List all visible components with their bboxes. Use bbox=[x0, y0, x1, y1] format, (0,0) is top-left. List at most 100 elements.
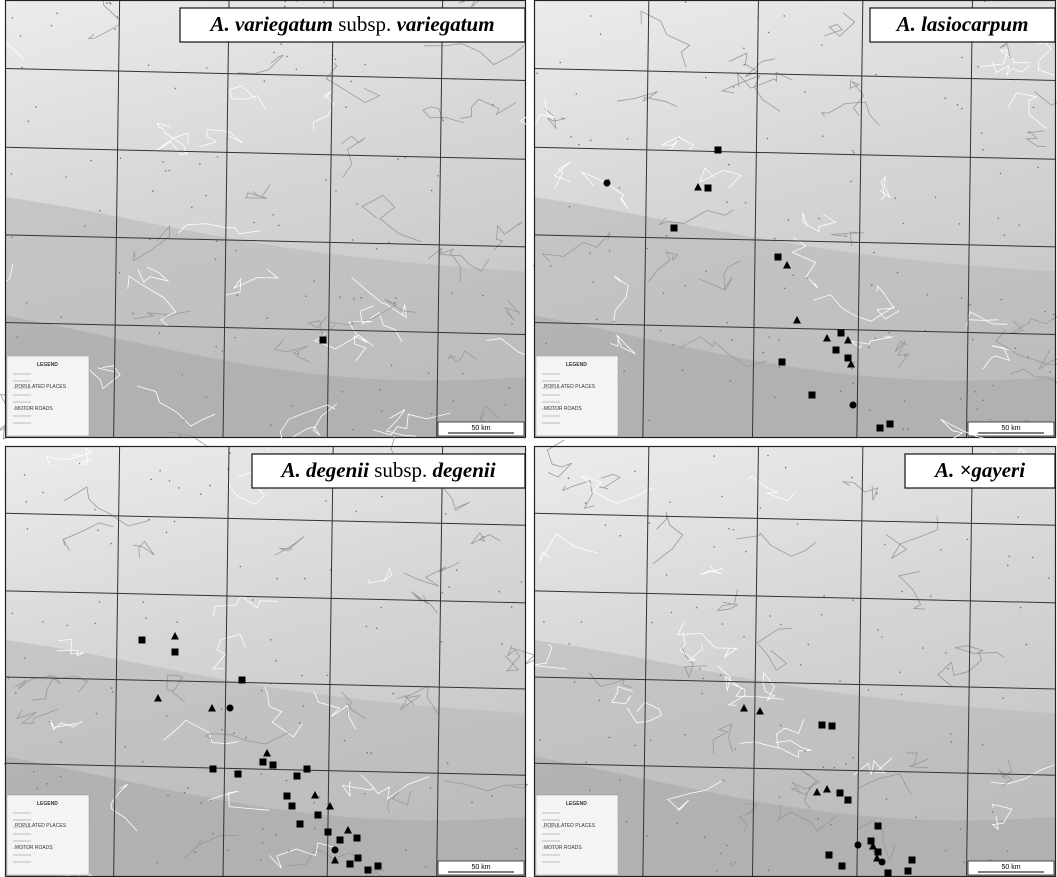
place-dot bbox=[894, 197, 896, 200]
place-dot bbox=[1032, 106, 1035, 109]
place-dot bbox=[820, 614, 823, 616]
place-dot bbox=[977, 66, 979, 68]
place-dot bbox=[98, 601, 101, 603]
place-dot bbox=[145, 617, 147, 619]
place-dot bbox=[491, 794, 493, 797]
place-dot bbox=[649, 739, 652, 742]
place-dot bbox=[270, 638, 272, 641]
place-dot bbox=[568, 643, 571, 645]
place-dot bbox=[730, 863, 732, 865]
place-dot bbox=[251, 599, 254, 601]
place-dot bbox=[351, 239, 354, 241]
legend-text: MOTOR ROADS bbox=[15, 406, 53, 412]
place-dot bbox=[375, 627, 378, 630]
place-dot bbox=[767, 454, 769, 457]
place-dot bbox=[364, 63, 367, 66]
place-dot bbox=[960, 297, 963, 299]
place-dot bbox=[944, 97, 947, 99]
place-dot bbox=[168, 169, 171, 172]
place-dot bbox=[397, 158, 399, 160]
place-dot bbox=[1007, 564, 1009, 567]
place-dot bbox=[734, 748, 737, 750]
place-dot bbox=[304, 577, 306, 580]
road bbox=[424, 43, 526, 66]
occurrence-square bbox=[837, 329, 845, 337]
place-dot bbox=[220, 708, 223, 710]
place-dot bbox=[291, 405, 294, 408]
place-dot bbox=[205, 396, 208, 398]
place-dot bbox=[963, 861, 965, 864]
place-dot bbox=[901, 590, 903, 593]
place-dot bbox=[380, 606, 383, 609]
place-dot bbox=[356, 203, 358, 205]
place-dot bbox=[787, 219, 790, 221]
road bbox=[292, 403, 338, 438]
scale-label: 50 km bbox=[1001, 425, 1020, 432]
place-dot bbox=[392, 692, 395, 695]
road bbox=[204, 731, 290, 745]
place-dot bbox=[1000, 298, 1003, 301]
place-dot bbox=[302, 705, 305, 707]
place-dot bbox=[59, 775, 62, 778]
place-dot bbox=[1019, 606, 1022, 609]
place-dot bbox=[1032, 556, 1034, 559]
place-dot bbox=[326, 674, 329, 677]
place-dot bbox=[404, 157, 407, 159]
place-dot bbox=[199, 162, 201, 165]
place-dot bbox=[539, 738, 541, 741]
occurrence-square bbox=[346, 860, 354, 868]
place-dot bbox=[234, 336, 236, 339]
place-dot bbox=[783, 15, 785, 17]
road bbox=[640, 10, 691, 68]
place-dot bbox=[1049, 370, 1051, 373]
place-dot bbox=[119, 157, 122, 160]
road bbox=[724, 675, 784, 700]
road bbox=[63, 486, 150, 527]
place-dot bbox=[762, 351, 765, 354]
road bbox=[134, 310, 191, 320]
road bbox=[992, 61, 1030, 76]
place-dot bbox=[35, 106, 37, 108]
place-dot bbox=[873, 251, 875, 254]
road bbox=[440, 248, 462, 283]
place-dot bbox=[370, 752, 373, 754]
legend-text: POPULATED PLACES bbox=[544, 384, 596, 390]
place-dot bbox=[334, 58, 337, 61]
place-dot bbox=[482, 294, 484, 297]
road bbox=[712, 723, 733, 755]
road bbox=[699, 167, 742, 189]
road bbox=[154, 132, 190, 156]
place-dot bbox=[245, 736, 248, 739]
graticule bbox=[222, 0, 230, 439]
road bbox=[266, 404, 336, 451]
place-dot bbox=[335, 190, 337, 192]
place-dot bbox=[567, 477, 570, 480]
place-dot bbox=[176, 621, 178, 623]
place-dot bbox=[914, 816, 917, 818]
place-dot bbox=[598, 699, 601, 702]
place-dot bbox=[442, 119, 445, 122]
place-dot bbox=[634, 744, 636, 747]
place-dot bbox=[774, 396, 776, 399]
place-dot bbox=[726, 844, 728, 847]
place-dot bbox=[626, 138, 629, 140]
occurrence-square bbox=[778, 358, 786, 366]
road bbox=[648, 251, 678, 282]
road bbox=[939, 418, 997, 448]
place-dot bbox=[684, 1, 687, 3]
place-dot bbox=[444, 512, 447, 515]
place-dot bbox=[95, 712, 98, 715]
place-dot bbox=[867, 346, 870, 348]
place-dot bbox=[648, 522, 650, 524]
place-dot bbox=[97, 529, 99, 531]
place-dot bbox=[1018, 224, 1021, 226]
graticule bbox=[436, 0, 444, 439]
place-dot bbox=[830, 823, 832, 826]
road bbox=[212, 633, 246, 670]
road bbox=[314, 321, 373, 350]
place-dot bbox=[325, 500, 328, 502]
place-dot bbox=[684, 285, 686, 287]
place-dot bbox=[381, 495, 383, 498]
place-dot bbox=[960, 398, 962, 400]
place-dot bbox=[651, 621, 653, 624]
